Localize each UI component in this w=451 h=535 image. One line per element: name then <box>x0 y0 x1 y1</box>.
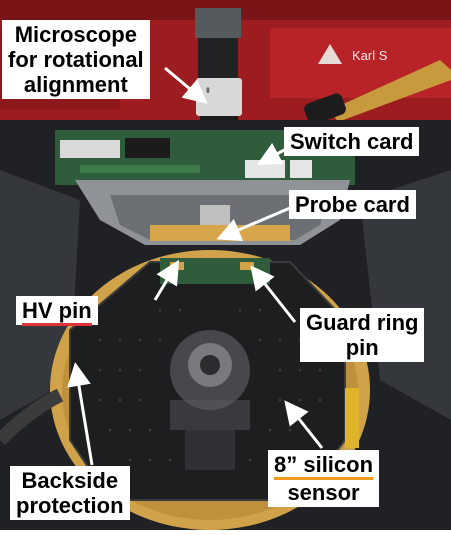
arrow-microscope <box>164 66 208 104</box>
manipulator-arm <box>330 60 451 122</box>
label-microscope-line-3: alignment <box>23 72 128 97</box>
arrow-switch-card <box>256 142 289 165</box>
arrow-guard-ring-pin <box>250 265 297 323</box>
label-microscope-line-2: for rotational <box>8 47 144 72</box>
arrow-silicon-sensor <box>284 400 324 449</box>
label-backside-protection-line-2: protection <box>16 493 124 518</box>
label-backside-protection-line-1: Backside <box>21 468 119 493</box>
arrow-hv-pin <box>153 259 180 301</box>
arrow-backside-protection <box>67 362 94 466</box>
label-silicon-sensor-line-2: sensor <box>287 480 360 505</box>
label-microscope: Microscope for rotational alignment <box>2 20 150 99</box>
microscope <box>195 8 241 38</box>
label-switch-card-text: Switch card <box>290 129 414 154</box>
label-silicon-sensor: 8” silicon sensor <box>268 450 380 507</box>
label-switch-card: Switch card <box>284 127 420 156</box>
annotation-arrows <box>67 66 324 466</box>
vacuum-holes <box>98 308 322 462</box>
label-hv-pin: HV pin <box>16 296 98 326</box>
label-guard-ring-pin: Guard ring pin <box>300 308 425 362</box>
brand-logo: Karl S <box>352 48 388 63</box>
label-backside-protection: Backside protection <box>10 466 130 520</box>
label-guard-ring-pin-line-1: Guard ring <box>306 310 419 335</box>
svg-text:▮: ▮ <box>206 87 210 94</box>
label-guard-ring-pin-line-2: pin <box>345 335 379 360</box>
label-probe-card: Probe card <box>289 190 416 219</box>
label-probe-card-text: Probe card <box>295 192 410 217</box>
label-silicon-sensor-line-1: 8” silicon <box>274 452 374 480</box>
arrow-probe-card <box>216 206 291 241</box>
label-microscope-line-1: Microscope <box>14 22 137 47</box>
label-hv-pin-text: HV pin <box>22 298 92 326</box>
